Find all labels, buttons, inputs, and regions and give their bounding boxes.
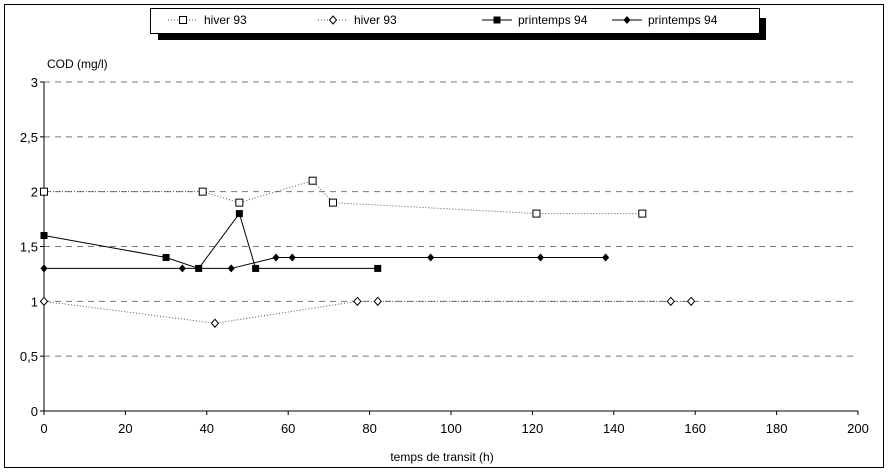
series-group [39,176,696,329]
y-tick-label: 3 [31,75,38,90]
data-point [288,253,296,262]
axes [40,81,859,415]
legend-items: hiver 93 hiver 93 printemps 94 printemps 94 [168,13,718,27]
legend-label: hiver 93 [204,13,247,27]
data-point [686,296,696,307]
x-tick-label: 20 [118,421,132,436]
data-point [162,253,170,261]
data-point [373,296,382,307]
data-point [537,253,545,262]
data-point [638,209,647,218]
chart-frame [4,4,884,468]
data-point [227,264,235,273]
data-point [39,296,49,307]
legend-label: hiver 93 [354,13,397,27]
y-tick-label: 1,5 [20,240,38,255]
data-point [235,198,244,207]
data-point [666,296,675,307]
legend-entry-1: hiver 93 [168,13,247,27]
x-tick-label: 80 [362,421,376,436]
legend-entry-3: printemps 94 [482,13,588,27]
data-point [374,264,382,272]
data-point [308,176,317,185]
series-line [44,256,606,269]
x-tick-label: 200 [847,421,869,436]
y-axis-label: COD (mg/l) [47,57,108,71]
data-point [493,16,501,24]
x-tick-label: 0 [40,421,47,436]
series-1 [40,176,647,218]
data-point [328,15,338,25]
data-point [272,253,280,262]
data-point [198,187,207,196]
series-3 [40,210,382,272]
legend-box [150,8,760,34]
y-tick-label: 0 [31,404,38,419]
data-point [602,253,610,262]
legend-label: printemps 94 [518,13,588,27]
x-tick-label: 100 [440,421,462,436]
legend-entry-2: hiver 93 [318,13,397,27]
y-tick-label: 0,5 [20,349,38,364]
tick-labels: 0 0,5 1 1,5 2 2,5 3 0 20 40 60 80 100 120 140 160 180 200 [20,75,869,436]
x-tick-label: 160 [684,421,706,436]
data-point [210,318,220,329]
data-point [40,264,48,273]
x-tick-label: 60 [281,421,295,436]
x-tick-label: 140 [603,421,625,436]
data-point [532,209,541,218]
legend-label: printemps 94 [648,13,718,27]
data-point [40,232,48,240]
data-point [40,187,48,196]
data-point [328,198,337,207]
data-point [179,16,187,24]
series-line [43,212,378,270]
x-axis-label: temps de transit (h) [390,450,493,464]
x-tick-label: 180 [766,421,788,436]
series-line [44,180,643,215]
legend-entry-4: printemps 94 [612,13,718,27]
x-tick-label: 40 [200,421,214,436]
y-tick-label: 2,5 [20,130,38,145]
grid-lines [44,81,858,357]
data-point [235,210,243,218]
series-4 [40,253,610,273]
series-line [43,300,692,324]
data-point [178,264,186,273]
data-point [427,253,435,262]
data-point [252,264,260,272]
y-tick-label: 1 [31,294,38,309]
x-tick-label: 120 [522,421,544,436]
y-tick-label: 2 [31,185,38,200]
series-2 [39,296,696,329]
data-point [353,296,362,307]
data-point [623,16,631,24]
